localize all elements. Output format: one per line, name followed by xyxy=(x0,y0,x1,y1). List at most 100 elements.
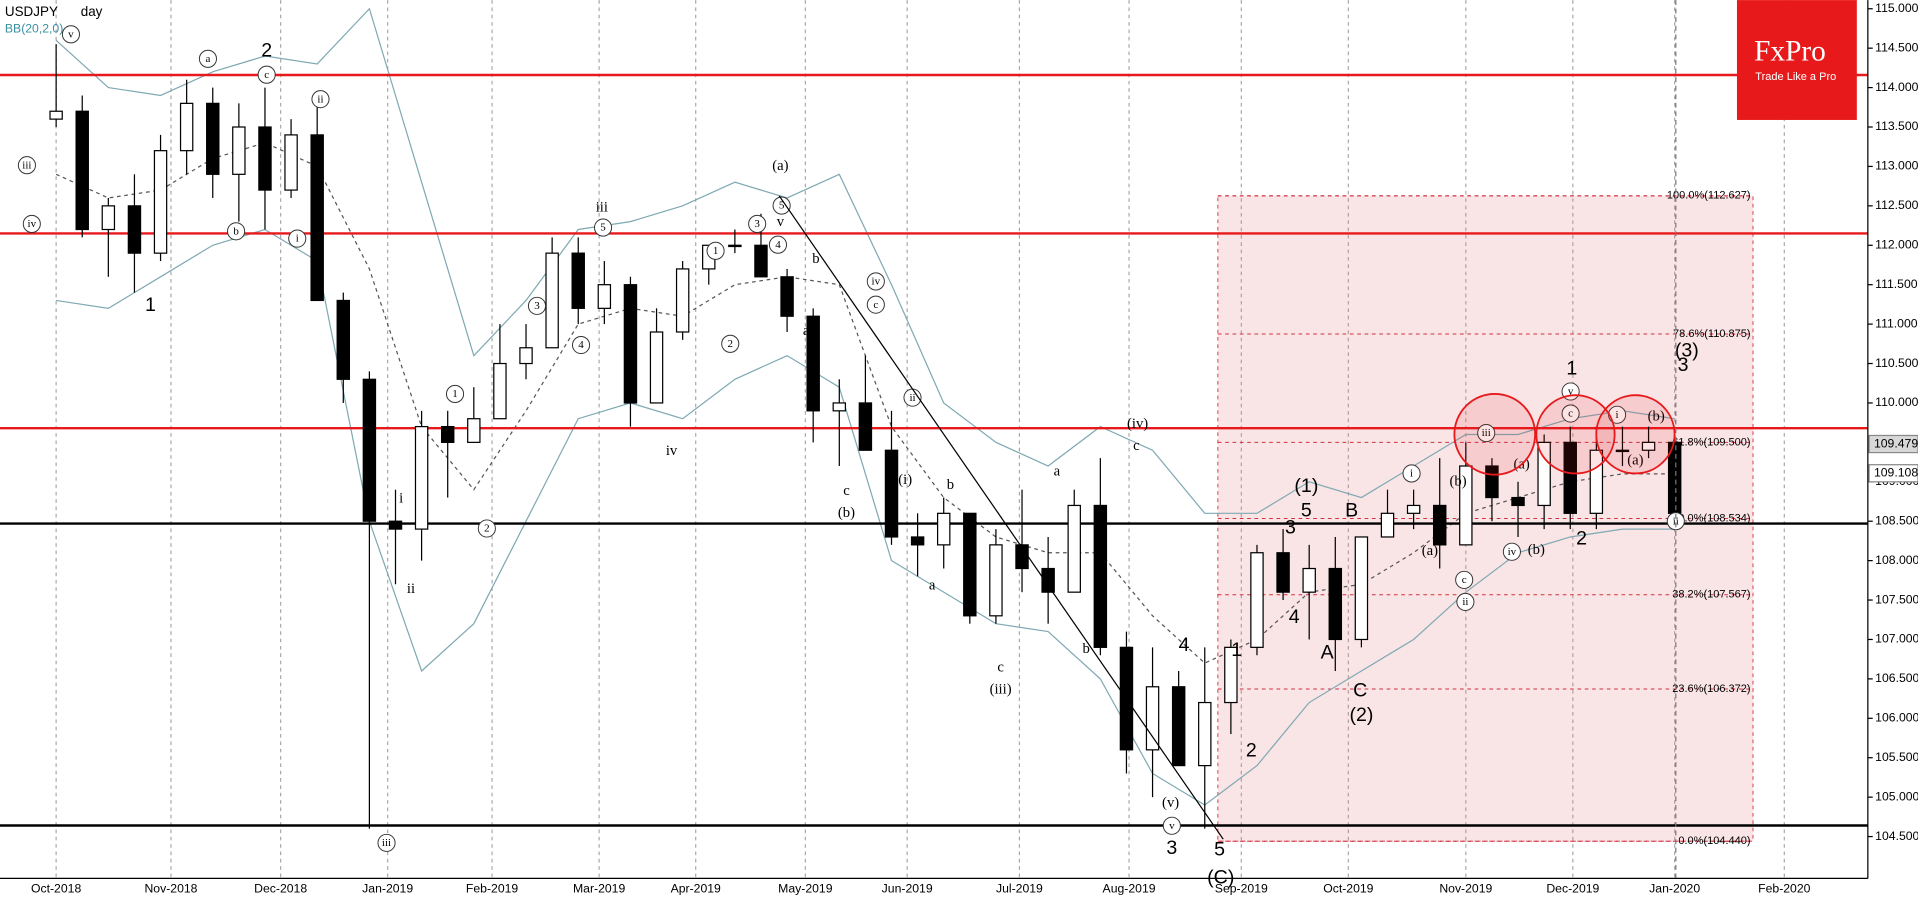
x-tick-label: May-2019 xyxy=(778,882,833,896)
circled-wave-label: 2 xyxy=(728,338,734,350)
candle-body xyxy=(336,299,351,380)
candle-body xyxy=(571,252,585,309)
y-tick-label: 107.000 xyxy=(1875,632,1918,646)
wave-circle xyxy=(311,90,330,109)
wave-label: (iii) xyxy=(990,681,1012,697)
fib-label: 61.8%(109.500) xyxy=(1672,436,1750,448)
logo-tagline: Trade Like a Pro xyxy=(1755,71,1836,83)
wave-circle xyxy=(721,334,740,353)
fib-label: 38.2%(107.567) xyxy=(1672,589,1750,601)
wave-label: (v) xyxy=(1162,795,1179,811)
y-tick-label: 110.500 xyxy=(1875,356,1918,370)
x-tick-label: Apr-2019 xyxy=(671,882,721,896)
candle-body xyxy=(1198,701,1212,767)
candle-body xyxy=(1328,567,1343,641)
wave-label: b xyxy=(1083,641,1090,657)
candle-body xyxy=(440,425,455,443)
wave-label: C xyxy=(1353,679,1367,701)
candle-body xyxy=(1354,536,1369,641)
circled-wave-label: a xyxy=(206,53,211,65)
y-tick-label: 108.500 xyxy=(1875,513,1918,527)
fib-label: 78.6%(110.875) xyxy=(1673,328,1750,340)
candle-body xyxy=(1224,646,1238,704)
wave-label: 3 xyxy=(1678,354,1689,376)
wave-label: (a) xyxy=(772,158,788,174)
wave-label: 5 xyxy=(1214,838,1225,860)
wave-label: ii xyxy=(407,581,415,597)
candle-body xyxy=(936,512,951,546)
y-tick-label: 114.500 xyxy=(1875,40,1918,54)
wave-label: (i) xyxy=(898,472,912,488)
y-tick-label: 105.500 xyxy=(1875,750,1918,764)
band-lower xyxy=(56,228,1675,806)
candle-body xyxy=(597,284,612,309)
x-tick-label: Aug-2019 xyxy=(1103,882,1156,896)
candle-body xyxy=(493,362,507,420)
wave-circle xyxy=(17,156,36,175)
candle-body xyxy=(1459,465,1473,546)
circled-wave-label: iv xyxy=(872,276,881,288)
wave-label: b xyxy=(947,477,954,493)
candle-body xyxy=(414,425,429,530)
wave-label: i xyxy=(399,491,403,507)
circled-wave-label: c xyxy=(873,299,878,311)
wave-label: c xyxy=(997,659,1004,675)
circled-wave-label: 3 xyxy=(754,218,760,230)
wave-circle xyxy=(1561,404,1580,423)
y-tick-label: 111.500 xyxy=(1875,277,1918,291)
wave-circle xyxy=(768,235,788,254)
wave-circle xyxy=(198,49,217,68)
wave-circle xyxy=(1477,424,1496,443)
circled-wave-label: ii xyxy=(1462,596,1468,608)
wave-label: (3) xyxy=(1675,339,1699,361)
y-tick-label: 106.000 xyxy=(1875,711,1918,725)
wave-circle xyxy=(288,229,307,248)
highlight-circle xyxy=(1453,393,1537,476)
wave-label: B xyxy=(1345,500,1358,522)
y-tick-label: 110.000 xyxy=(1875,395,1918,409)
wave-label: (C) xyxy=(1207,867,1234,889)
candle-body xyxy=(989,544,1003,617)
x-tick-label: Feb-2019 xyxy=(466,882,519,896)
candle-body xyxy=(388,520,403,530)
y-tick-label: 105.000 xyxy=(1875,789,1918,803)
candle-body xyxy=(1302,567,1316,593)
wave-label: (b) xyxy=(1450,473,1467,489)
wave-label: 1 xyxy=(145,294,156,316)
wave-label: iv xyxy=(666,443,678,459)
circled-wave-label: ii xyxy=(909,392,915,404)
y-tick-label: 115.000 xyxy=(1875,1,1918,15)
wave-circle xyxy=(748,214,767,233)
candle-body xyxy=(780,276,794,317)
x-tick-label: Sep-2019 xyxy=(1215,882,1268,896)
y-tick-label: 107.500 xyxy=(1875,592,1918,606)
circled-wave-label: i xyxy=(1616,409,1619,421)
wave-label: (b) xyxy=(838,505,855,521)
circled-wave-label: 4 xyxy=(578,339,584,351)
fib-label: 100.0%(112.627) xyxy=(1667,190,1751,202)
wave-circle xyxy=(866,272,885,291)
wave-circle xyxy=(377,833,396,852)
candle-body xyxy=(884,449,899,538)
wave-label: c xyxy=(843,483,850,499)
wave-circle xyxy=(1162,816,1181,835)
candle-body xyxy=(1093,504,1108,648)
wave-label: (a) xyxy=(1627,453,1643,469)
x-tick-label: Mar-2019 xyxy=(573,882,625,896)
wave-label: a xyxy=(803,323,810,339)
timeframe: day xyxy=(81,4,103,19)
wave-label: 4 xyxy=(1289,606,1300,628)
wave-circle xyxy=(61,25,80,44)
candle-body xyxy=(153,150,168,254)
wave-circle xyxy=(571,335,591,355)
circled-wave-label: 2 xyxy=(484,523,489,535)
candle-body xyxy=(310,134,324,302)
wave-label: c xyxy=(1133,438,1140,454)
x-tick-label: Dec-2019 xyxy=(1546,882,1599,896)
circled-wave-label: c xyxy=(1568,408,1573,420)
price-tag-label: 109.108 xyxy=(1874,466,1918,480)
circled-wave-label: 4 xyxy=(775,239,781,251)
candle-body xyxy=(258,126,272,191)
candle-body xyxy=(754,244,768,278)
